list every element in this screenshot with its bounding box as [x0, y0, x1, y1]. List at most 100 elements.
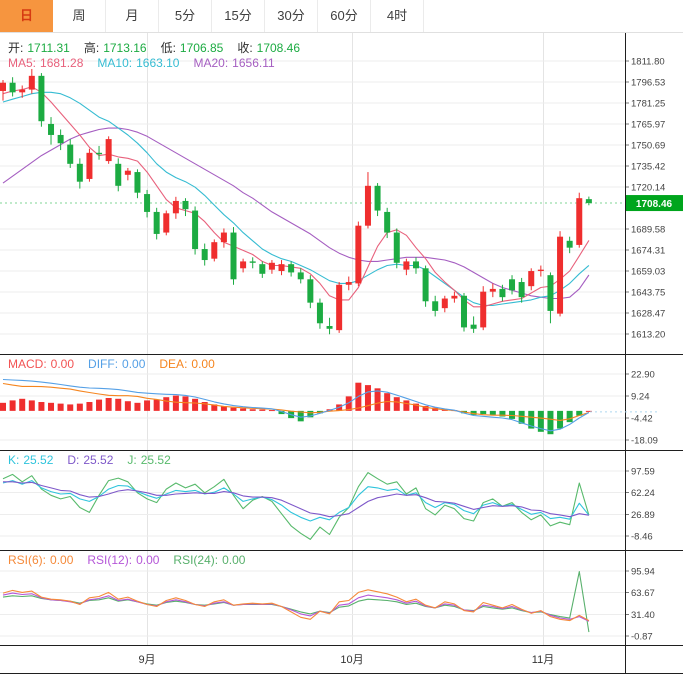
candle: [211, 242, 218, 259]
candle: [461, 295, 468, 328]
y-axis-tick-label: 62.24: [631, 488, 655, 499]
timeframe-tab-4时[interactable]: 4时: [371, 0, 424, 32]
rsi-panel: RSI(6): 0.00 RSI(12): 0.00 RSI(24): 0.00 95.9…: [0, 551, 683, 645]
candle: [96, 152, 103, 155]
current-price-badge-value: 1708.46: [636, 199, 673, 210]
candle: [230, 232, 237, 280]
candle: [67, 144, 74, 164]
y-axis-tick-label: 1613.20: [631, 330, 665, 341]
candle: [374, 185, 381, 211]
candle: [528, 271, 535, 287]
candle: [451, 295, 458, 299]
y-axis-tick-label: 1796.53: [631, 77, 665, 88]
candle: [470, 324, 477, 329]
y-axis-tick-label: -18.09: [631, 436, 658, 447]
kdj-panel: K: 25.52 D: 25.52 J: 25.52 97.59 62.24 26.89 -8.…: [0, 451, 683, 550]
y-axis-tick-label: 1750.69: [631, 141, 665, 152]
candle: [345, 282, 352, 285]
candle: [499, 288, 506, 298]
timeframe-tab-5分[interactable]: 5分: [159, 0, 212, 32]
main-price-panel: 开: 1711.31 高: 1713.16 低: 1706.85 收: 1708.46 MA5…: [0, 33, 683, 354]
kdj-chart-canvas[interactable]: 97.59 62.24 26.89 -8.46: [0, 451, 683, 550]
candle: [153, 211, 160, 234]
rsi-chart-canvas[interactable]: 95.94 63.67 31.40 -0.87: [0, 551, 683, 645]
candle: [220, 232, 227, 243]
y-axis-tick-label: 1643.75: [631, 288, 665, 299]
candle: [249, 261, 256, 263]
candle: [105, 139, 112, 162]
candle: [441, 298, 448, 309]
candle: [355, 225, 362, 284]
candle: [240, 261, 247, 269]
panel-divider: [0, 354, 683, 355]
y-axis-tick-label: 26.89: [631, 510, 655, 521]
y-axis-tick-label: 1659.03: [631, 267, 665, 278]
timeframe-tabbar: 日周月 5分 15分 30分 60分 4时: [0, 0, 683, 33]
y-axis-tick-label: 1720.14: [631, 182, 665, 193]
candle: [9, 82, 16, 93]
candle: [297, 272, 304, 280]
candle: [364, 185, 371, 226]
candle: [412, 261, 419, 269]
y-axis-tick-label: 1765.97: [631, 119, 665, 130]
y-axis-tick-label: 31.40: [631, 610, 655, 621]
candle: [268, 262, 275, 270]
candle: [480, 291, 487, 328]
candle: [182, 200, 189, 210]
candle: [172, 200, 179, 214]
macd-panel: MACD: 0.00 DIFF: 0.00 DEA: 0.00 22.90 9.24 -4.4…: [0, 355, 683, 450]
x-axis-month-label: 10月: [340, 654, 364, 666]
timeframe-tab-日[interactable]: 日: [0, 0, 53, 32]
candle: [393, 232, 400, 263]
timeframe-tab-周[interactable]: 周: [53, 0, 106, 32]
candle: [384, 211, 391, 233]
timeframe-tab-30分[interactable]: 30分: [265, 0, 318, 32]
candle: [403, 261, 410, 270]
candle: [0, 82, 6, 91]
candle: [432, 301, 439, 311]
candle: [537, 269, 544, 272]
candle: [192, 210, 199, 250]
candle: [316, 302, 323, 324]
panel-divider: [0, 450, 683, 451]
panel-divider: [0, 645, 683, 646]
time-axis: 9月 10月 11月: [0, 646, 683, 674]
candle: [124, 170, 131, 175]
candle: [144, 194, 151, 212]
y-axis-tick-label: 1628.47: [631, 309, 665, 320]
y-axis-tick-label: -4.42: [631, 413, 653, 424]
candle: [288, 264, 295, 273]
x-axis-month-label: 11月: [531, 654, 555, 666]
y-axis-tick-label: 1735.42: [631, 161, 665, 172]
candle: [557, 236, 564, 314]
y-axis-tick-label: 1811.80: [631, 57, 665, 68]
timeframe-tab-15分[interactable]: 15分: [212, 0, 265, 32]
candle: [489, 288, 496, 292]
y-axis-tick-label: 1674.31: [631, 245, 665, 256]
y-axis-tick-label: -8.46: [631, 532, 653, 543]
y-axis-tick-label: 1781.25: [631, 98, 665, 109]
candle: [422, 268, 429, 302]
candle: [38, 75, 45, 122]
y-axis-tick-label: 9.24: [631, 391, 650, 402]
candle: [307, 279, 314, 303]
x-axis-month-label: 9月: [138, 654, 156, 666]
candle: [19, 89, 26, 93]
candle: [547, 275, 554, 311]
candlestick-chart-canvas[interactable]: 1811.80 1796.53 1781.25 1765.97 1750.69 1735.…: [0, 33, 683, 354]
candle: [201, 249, 208, 261]
y-axis-tick-label: 22.90: [631, 370, 655, 381]
candle: [86, 152, 93, 179]
candle: [566, 240, 573, 248]
timeframe-tab-60分[interactable]: 60分: [318, 0, 371, 32]
y-axis-tick-label: -0.87: [631, 632, 653, 643]
candle: [57, 134, 64, 144]
candle: [28, 75, 35, 90]
timeframe-tab-月[interactable]: 月: [106, 0, 159, 32]
y-axis-tick-label: 95.94: [631, 567, 655, 578]
candle: [278, 264, 285, 272]
candle: [336, 284, 343, 331]
macd-chart-canvas[interactable]: 22.90 9.24 -4.42 -18.09: [0, 355, 683, 450]
candle: [76, 163, 83, 182]
